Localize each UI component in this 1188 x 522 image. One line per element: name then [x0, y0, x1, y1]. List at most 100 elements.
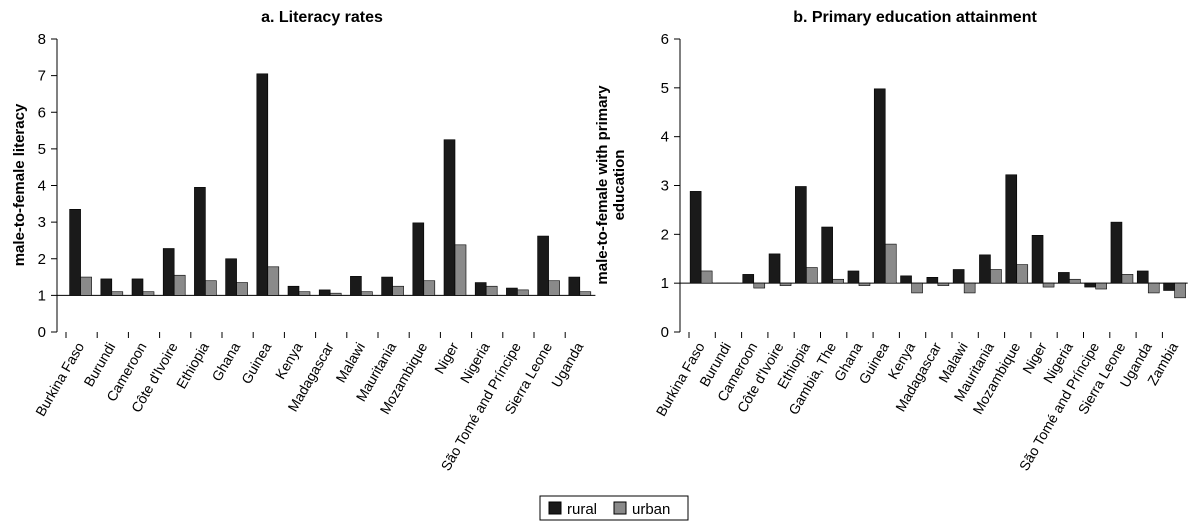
bar-urban-ethiopia — [205, 280, 217, 296]
chart-title: b. Primary education attainment — [793, 9, 1037, 26]
bar-urban-mozambique — [423, 280, 436, 296]
bar-rural-guinea — [256, 73, 269, 296]
x-tick-label-kenya: Kenya — [272, 339, 306, 382]
x-tick-label-guinea: Guinea — [238, 339, 275, 386]
y-axis-label: male-to-female literacy — [11, 103, 28, 266]
bar-urban-uganda — [579, 291, 592, 296]
y-tick-label: 2 — [661, 226, 669, 243]
bar-rural-nigeria — [1058, 272, 1070, 284]
bar-rural-cote-d-ivoire — [768, 253, 781, 284]
bar-urban-niger — [1042, 282, 1055, 288]
bar-urban-sierra-leone — [548, 280, 560, 296]
bar-rural-madagascar — [926, 277, 939, 284]
legend-swatch-rural — [548, 501, 562, 515]
bar-rural-cameroon — [742, 274, 755, 284]
y-tick-label: 6 — [38, 104, 46, 121]
bar-rural-kenya — [900, 275, 912, 284]
bar-rural-sao-tome-and-principe — [506, 287, 518, 296]
y-tick-label: 5 — [661, 80, 669, 97]
bar-urban-malawi — [963, 282, 976, 294]
y-tick-label: 3 — [661, 178, 669, 195]
bar-urban-cote-d-ivoire — [779, 282, 792, 286]
bar-rural-burkina-faso — [689, 191, 702, 284]
bar-rural-cote-d-ivoire — [162, 248, 175, 296]
bar-rural-malawi — [952, 269, 965, 284]
bar-rural-zambia — [1163, 282, 1175, 291]
bar-urban-cameroon — [142, 291, 155, 296]
bar-urban-madagascar — [329, 292, 342, 296]
bar-urban-malawi — [361, 291, 373, 296]
y-tick-label: 5 — [38, 141, 46, 158]
bar-urban-sao-tome-and-principe — [517, 289, 529, 296]
bar-rural-kenya — [287, 285, 300, 296]
bar-rural-ethiopia — [194, 187, 206, 296]
bar-rural-uganda — [1136, 270, 1149, 284]
x-tick-label-niger: Niger — [431, 339, 462, 376]
bar-rural-burkina-faso — [69, 209, 81, 296]
bar-urban-cote-d-ivoire — [173, 274, 186, 296]
bar-rural-sao-tome-and-principe — [1084, 282, 1096, 288]
bar-rural-ethiopia — [795, 186, 807, 284]
bar-urban-zambia — [1174, 282, 1186, 299]
bar-rural-niger — [443, 139, 456, 296]
bar-urban-cameroon — [753, 282, 766, 289]
panel-primary-education: b. Primary education attainment male-to-f… — [594, 9, 1188, 473]
y-tick-label: 1 — [661, 275, 669, 292]
bar-rural-madagascar — [318, 289, 331, 296]
bar-urban-ghana — [236, 282, 248, 296]
bar-rural-malawi — [350, 276, 362, 296]
y-tick-label: 4 — [38, 178, 46, 195]
legend-label-rural: rural — [567, 501, 597, 518]
y-tick-label: 7 — [38, 68, 46, 85]
bar-urban-madagascar — [937, 282, 950, 286]
bar-rural-mauritania — [381, 276, 393, 296]
bar-urban-burkina-faso — [80, 276, 92, 296]
y-axis-label: male-to-female with primaryeducation — [594, 85, 628, 285]
legend: rural urban — [539, 495, 689, 521]
chart-title: a. Literacy rates — [261, 9, 383, 26]
bar-rural-uganda — [568, 276, 581, 296]
bar-urban-sierra-leone — [1121, 274, 1134, 284]
bar-urban-uganda — [1147, 282, 1160, 294]
bar-rural-burundi — [100, 278, 113, 296]
bar-rural-cameroon — [131, 278, 144, 296]
bar-urban-ghana — [858, 282, 871, 286]
bar-rural-ghana — [225, 258, 237, 296]
bar-rural-gambia-the — [821, 226, 833, 284]
bar-rural-guinea — [873, 88, 886, 284]
bar-rural-sierra-leone — [1110, 221, 1123, 284]
bar-urban-mozambique — [1016, 264, 1029, 284]
y-tick-label: 6 — [661, 31, 669, 48]
bar-rural-niger — [1031, 235, 1044, 284]
bar-rural-mozambique — [412, 222, 425, 296]
bar-urban-sao-tome-and-principe — [1095, 282, 1107, 290]
bar-urban-kenya — [298, 291, 311, 296]
bar-urban-burundi — [111, 291, 124, 296]
y-tick-label: 4 — [661, 129, 669, 146]
bar-rural-mozambique — [1005, 174, 1018, 284]
bar-urban-mauritania — [392, 285, 404, 296]
bar-urban-nigeria — [1069, 278, 1081, 284]
y-tick-label: 0 — [661, 324, 669, 341]
bar-rural-nigeria — [474, 282, 487, 296]
bar-rural-mauritania — [979, 254, 991, 284]
bar-urban-mauritania — [990, 269, 1002, 284]
bar-urban-niger — [454, 244, 467, 296]
bar-urban-kenya — [911, 282, 923, 294]
y-tick-label: 3 — [38, 214, 46, 231]
bar-urban-burkina-faso — [700, 270, 713, 284]
bar-urban-gambia-the — [832, 278, 844, 284]
legend-label-urban: urban — [632, 501, 670, 518]
bar-urban-nigeria — [485, 285, 498, 296]
x-tick-label-burkina-faso: Burkina Faso — [32, 339, 87, 419]
bar-rural-ghana — [847, 270, 860, 284]
bar-urban-ethiopia — [806, 267, 818, 284]
panel-literacy-rates: a. Literacy rates male-to-female literacy… — [11, 9, 596, 473]
y-tick-label: 0 — [38, 324, 46, 341]
bar-urban-guinea — [267, 266, 280, 296]
bar-urban-guinea — [884, 243, 897, 284]
y-tick-label: 1 — [38, 287, 46, 304]
legend-swatch-urban — [613, 501, 627, 515]
y-tick-label: 8 — [38, 31, 46, 48]
